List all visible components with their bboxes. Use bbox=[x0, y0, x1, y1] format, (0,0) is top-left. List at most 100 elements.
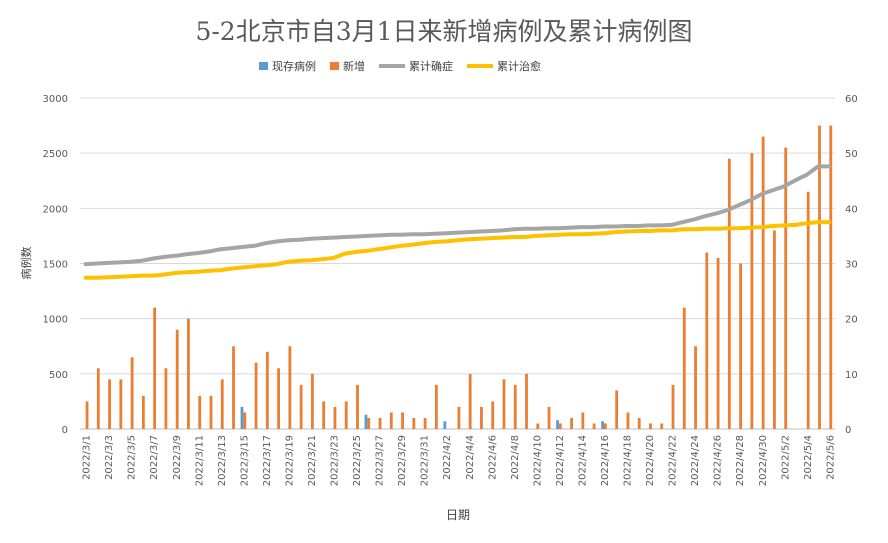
bar-新增 bbox=[603, 423, 607, 429]
bar-新增 bbox=[558, 423, 562, 429]
bar-新增 bbox=[85, 401, 89, 429]
bar-新增 bbox=[750, 153, 754, 429]
x-tick-label: 2022/3/5 bbox=[127, 435, 138, 480]
x-axis-title: 日期 bbox=[446, 508, 470, 522]
bar-新增 bbox=[412, 417, 416, 429]
x-tick-label: 2022/4/16 bbox=[600, 435, 611, 486]
bar-新增 bbox=[198, 395, 202, 429]
legend: 现存病例 新增 累计确症 累计治愈 bbox=[259, 59, 541, 73]
bar-新增 bbox=[119, 379, 123, 429]
x-tick-label: 2022/4/14 bbox=[577, 435, 588, 486]
bar-新增 bbox=[761, 136, 765, 429]
x-tick-label: 2022/3/17 bbox=[262, 435, 273, 486]
bar-新增 bbox=[356, 384, 359, 429]
x-tick-label: 2022/4/10 bbox=[532, 435, 543, 486]
legend-swatch bbox=[259, 62, 268, 70]
bar-新增 bbox=[468, 373, 472, 429]
chart-title: 5-2北京市自3月1日来新增病例及累计病例图 bbox=[195, 17, 692, 46]
x-tick-label: 2022/3/15 bbox=[239, 435, 250, 486]
bar-新增 bbox=[502, 379, 506, 429]
bar-新增 bbox=[220, 379, 224, 429]
legend-label: 累计确症 bbox=[409, 59, 453, 73]
legend-label: 现存病例 bbox=[272, 59, 316, 73]
bar-新增 bbox=[480, 406, 483, 429]
x-tick-label: 2022/3/9 bbox=[172, 435, 183, 480]
bar-新增 bbox=[153, 307, 157, 429]
bar-新增 bbox=[536, 423, 540, 429]
legend-label: 新增 bbox=[343, 59, 365, 73]
bar-新增 bbox=[818, 125, 821, 429]
x-tick-label: 2022/4/12 bbox=[555, 435, 566, 486]
x-tick-label: 2022/3/29 bbox=[397, 435, 408, 486]
y2-tick-label: 20 bbox=[845, 315, 858, 326]
y2-tick-label: 10 bbox=[845, 370, 858, 381]
bar-新增 bbox=[660, 423, 664, 429]
x-tick-label: 2022/3/13 bbox=[217, 435, 228, 486]
x-tick-label: 2022/3/1 bbox=[82, 435, 93, 480]
bar-新增 bbox=[739, 263, 743, 429]
x-tick-label: 2022/3/3 bbox=[104, 435, 115, 480]
bar-新增 bbox=[570, 417, 573, 429]
bar-新增 bbox=[423, 417, 427, 429]
bar-新增 bbox=[592, 423, 596, 429]
bar-新增 bbox=[164, 368, 168, 429]
bar-新增 bbox=[243, 412, 247, 429]
bar-现存病例 bbox=[556, 420, 559, 429]
bar-新增 bbox=[344, 401, 348, 429]
bar-新增 bbox=[682, 307, 686, 429]
y2-tick-label: 30 bbox=[845, 260, 858, 271]
x-tick-label: 2022/4/18 bbox=[623, 435, 634, 486]
y-axis-right: 0 10 20 30 40 50 60 bbox=[845, 94, 858, 436]
bars bbox=[85, 125, 833, 429]
y-tick-label: 1000 bbox=[43, 315, 68, 326]
line-累计确症 bbox=[83, 164, 832, 267]
bar-新增 bbox=[299, 384, 303, 429]
y-tick-label: 2500 bbox=[43, 149, 68, 160]
bar-新增 bbox=[694, 346, 697, 429]
bar-新增 bbox=[615, 390, 619, 429]
bar-新增 bbox=[378, 417, 382, 429]
bar-新增 bbox=[637, 417, 641, 429]
bar-新增 bbox=[232, 346, 235, 429]
x-tick-label: 2022/4/8 bbox=[510, 435, 521, 480]
bar-新增 bbox=[175, 329, 179, 429]
y-tick-label: 0 bbox=[62, 425, 68, 436]
y-tick-label: 3000 bbox=[43, 94, 68, 105]
bar-新增 bbox=[141, 395, 145, 429]
y-axis-title: 病例数 bbox=[19, 247, 33, 280]
bar-新增 bbox=[333, 406, 337, 429]
x-tick-label: 2022/5/6 bbox=[825, 435, 836, 480]
x-tick-label: 2022/5/4 bbox=[803, 435, 814, 480]
bar-新增 bbox=[187, 318, 190, 429]
bar-新增 bbox=[209, 395, 213, 429]
y2-tick-label: 50 bbox=[845, 149, 858, 160]
bar-新增 bbox=[784, 147, 788, 429]
legend-swatch bbox=[330, 62, 339, 70]
bar-新增 bbox=[96, 368, 100, 429]
x-tick-label: 2022/3/7 bbox=[149, 435, 160, 480]
legend-label: 累计治愈 bbox=[497, 59, 541, 73]
y-tick-label: 500 bbox=[49, 370, 68, 381]
bar-新增 bbox=[773, 230, 776, 429]
bar-现存病例 bbox=[240, 406, 244, 429]
bar-新增 bbox=[322, 401, 326, 429]
x-tick-label: 2022/3/31 bbox=[420, 435, 431, 486]
bar-现存病例 bbox=[601, 421, 604, 429]
bar-新增 bbox=[806, 191, 810, 429]
bar-新增 bbox=[829, 125, 833, 429]
x-tick-label: 2022/4/26 bbox=[713, 435, 724, 486]
x-tick-label: 2022/4/22 bbox=[668, 435, 679, 486]
x-tick-label: 2022/3/25 bbox=[352, 435, 363, 486]
bar-新增 bbox=[311, 373, 314, 429]
x-tick-label: 2022/5/2 bbox=[780, 435, 791, 480]
bar-新增 bbox=[401, 412, 404, 429]
y-tick-label: 1500 bbox=[43, 260, 68, 271]
lines bbox=[83, 164, 832, 280]
gridlines bbox=[80, 97, 835, 430]
bar-新增 bbox=[367, 417, 371, 429]
bar-新增 bbox=[277, 368, 281, 429]
x-tick-label: 2022/4/24 bbox=[690, 435, 701, 486]
x-tick-label: 2022/4/6 bbox=[487, 435, 498, 480]
bar-新增 bbox=[705, 252, 709, 429]
x-tick-label: 2022/3/11 bbox=[194, 435, 205, 486]
